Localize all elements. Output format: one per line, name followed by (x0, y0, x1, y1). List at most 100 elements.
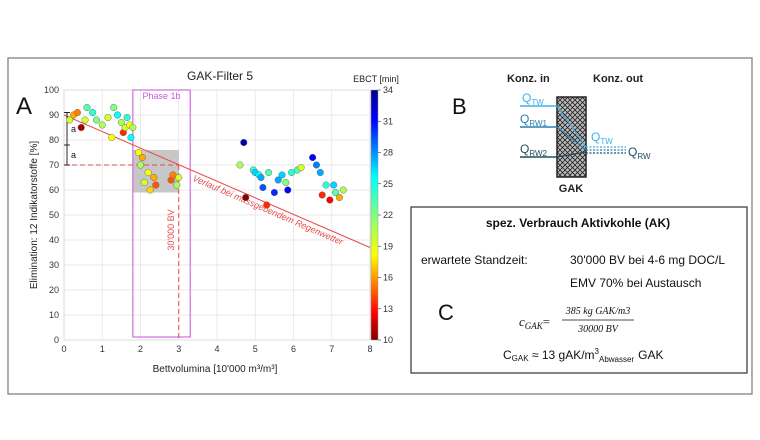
phase-1b-label: Phase 1b (143, 91, 181, 101)
data-point (322, 181, 330, 189)
data-point (316, 168, 324, 176)
data-point (146, 186, 154, 194)
x-tick-label: 8 (367, 344, 372, 354)
y-tick-label: 20 (49, 285, 59, 295)
data-point (152, 181, 160, 189)
data-point (297, 163, 305, 171)
data-point (98, 121, 106, 129)
colorbar-tick-label: 34 (383, 85, 393, 95)
konz-out-label: Konz. out (593, 73, 643, 85)
gak-filter-box (556, 96, 587, 178)
data-point (150, 173, 158, 181)
panel-label-a: A (16, 93, 32, 120)
eq-denominator: 30000 BV (577, 324, 620, 335)
data-point (114, 111, 122, 119)
x-tick-label: 2 (138, 344, 143, 354)
data-point (339, 186, 347, 194)
y-tick-label: 60 (49, 185, 59, 195)
label-q-tw-out: QTW (591, 130, 613, 146)
data-point (309, 153, 317, 161)
info-emv: EMV 70% bei Austausch (570, 276, 701, 290)
panel-label-b: B (452, 94, 467, 119)
colorbar (370, 89, 379, 341)
label-q-rw2: QRW2 (520, 142, 548, 158)
x-tick-label: 5 (253, 344, 258, 354)
data-point (312, 161, 320, 169)
data-point (138, 153, 146, 161)
label-q-rw-out: QRW (628, 145, 651, 161)
data-point (274, 176, 282, 184)
data-point (242, 193, 250, 201)
data-point (259, 183, 267, 191)
line-q-rw1-cross (556, 126, 587, 151)
figure-frame (7, 57, 753, 395)
colorbar-tick-label: 31 (383, 116, 393, 126)
colorbar-tick-label: 10 (383, 335, 393, 345)
data-point (93, 116, 101, 124)
line-q-tw-cross (556, 105, 587, 148)
data-point (66, 116, 74, 124)
info-standzeit-value: 30'000 BV bei 4-6 mg DOC/L (570, 253, 725, 267)
chart-points (66, 103, 347, 209)
y-tick-label: 90 (49, 110, 59, 120)
y-tick-label: 50 (49, 210, 59, 220)
x-tick-label: 0 (61, 344, 66, 354)
eq-lhs: cGAK= (519, 314, 550, 331)
data-point (278, 171, 286, 179)
chart-xlabel: Bettvolumina [10'000 m³/m³] (153, 364, 278, 375)
y-tick-label: 80 (49, 135, 59, 145)
label-q-rw1: QRW1 (520, 112, 548, 128)
data-point (140, 178, 148, 186)
data-point (265, 168, 273, 176)
phase-1b-box (132, 89, 191, 338)
x-tick-label: 3 (176, 344, 181, 354)
info-standzeit-label: erwartete Standzeit: (421, 253, 528, 267)
info-result: CGAK ≈ 13 gAK/m3Abwasser GAK (503, 347, 663, 364)
data-point (73, 108, 81, 116)
data-point (335, 193, 343, 201)
colorbar-tick-label: 19 (383, 241, 393, 251)
bracket-a-label: a (71, 150, 76, 160)
data-point (144, 168, 152, 176)
x-tick-label: 7 (329, 344, 334, 354)
data-point (326, 196, 334, 204)
y-tick-label: 30 (49, 260, 59, 270)
bv-label: 30'000 BV (166, 209, 176, 250)
info-box-frame (410, 206, 748, 374)
colorbar-tick-label: 13 (383, 304, 393, 314)
gak-diagram: B Konz. in Konz. out GAK QTW QRW1 QRW2 Q… (452, 73, 651, 195)
y-tick-label: 70 (49, 160, 59, 170)
data-point (318, 191, 326, 199)
data-point (136, 161, 144, 169)
colorbar-label: EBCT [min] (353, 74, 399, 84)
data-point (330, 181, 338, 189)
data-point (110, 103, 118, 111)
data-point (89, 108, 97, 116)
colorbar-tick-label: 16 (383, 273, 393, 283)
data-point (135, 148, 143, 156)
panel-label-c: C (438, 300, 454, 325)
y-tick-label: 10 (49, 310, 59, 320)
data-point (77, 123, 85, 131)
data-point (270, 188, 278, 196)
chart-title: GAK-Filter 5 (187, 69, 253, 83)
data-point (332, 188, 340, 196)
line-q-rw2-cross (556, 151, 587, 158)
x-tick-label: 4 (214, 344, 219, 354)
data-point (173, 181, 181, 189)
data-point (257, 173, 265, 181)
colorbar-tick-label: 25 (383, 179, 393, 189)
konz-in-label: Konz. in (507, 73, 550, 85)
colorbar-tick-label: 28 (383, 148, 393, 158)
data-point (123, 113, 131, 121)
data-point (129, 123, 137, 131)
info-heading: spez. Verbrauch Aktivkohle (AK) (486, 216, 670, 230)
colorbar-tick-label: 22 (383, 210, 393, 220)
data-point (263, 201, 271, 209)
data-point (117, 118, 125, 126)
chart-ylabel: Elimination: 12 Indikatorstoffe [%] (29, 141, 40, 289)
gak-label: GAK (559, 183, 584, 195)
